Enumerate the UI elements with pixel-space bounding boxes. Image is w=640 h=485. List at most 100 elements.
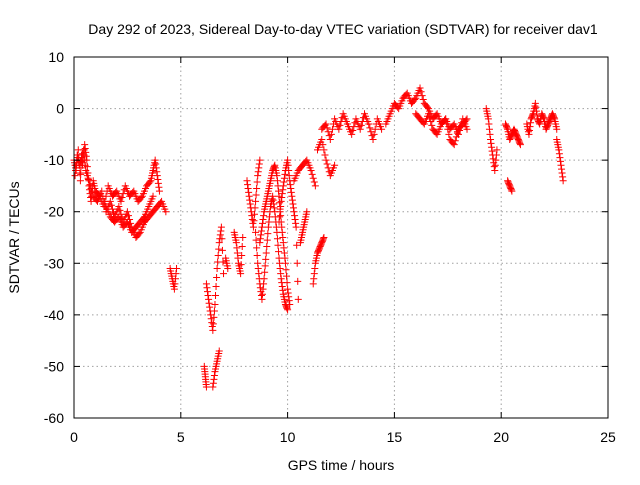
data-point — [492, 151, 500, 159]
data-point — [209, 383, 217, 391]
y-axis-label: SDTVAR / TECUs — [6, 181, 22, 293]
data-point — [278, 223, 286, 231]
y-tick-label: -50 — [44, 358, 64, 374]
data-point — [284, 289, 292, 297]
data-point — [86, 181, 94, 189]
data-point — [81, 141, 89, 149]
data-point — [154, 179, 162, 187]
data-point — [289, 204, 297, 212]
data-point — [253, 185, 261, 193]
data-point — [270, 163, 278, 171]
data-point — [264, 230, 272, 238]
data-point — [558, 169, 566, 177]
data-point — [76, 157, 84, 165]
data-point — [237, 261, 245, 269]
y-tick-label: -20 — [44, 204, 64, 220]
data-point — [280, 174, 288, 182]
data-point — [155, 183, 163, 191]
data-point — [485, 120, 493, 128]
data-point — [269, 196, 277, 204]
x-tick-label: 10 — [280, 429, 296, 445]
data-point — [280, 178, 288, 186]
data-point — [76, 177, 84, 185]
data-point — [72, 166, 80, 174]
data-point — [151, 156, 159, 164]
data-point — [327, 130, 335, 138]
data-point — [532, 107, 540, 115]
data-point — [262, 249, 270, 257]
data-point — [203, 284, 211, 292]
data-point — [233, 244, 241, 252]
data-point — [244, 181, 252, 189]
x-tick-label: 20 — [493, 429, 509, 445]
data-point — [260, 275, 268, 283]
data-point — [210, 371, 218, 379]
data-point — [250, 217, 258, 225]
data-point — [283, 279, 291, 287]
data-point — [550, 114, 558, 122]
data-point — [276, 199, 284, 207]
data-point — [493, 146, 501, 154]
data-point — [270, 204, 278, 212]
data-point — [276, 264, 284, 272]
data-point — [279, 182, 287, 190]
data-point — [320, 146, 328, 154]
data-point — [124, 212, 132, 220]
data-point — [293, 241, 301, 249]
data-point — [516, 141, 524, 149]
data-point — [139, 214, 147, 222]
data-point — [248, 215, 256, 223]
data-point — [487, 139, 495, 147]
data-point — [215, 347, 223, 355]
data-point — [288, 196, 296, 204]
data-point — [282, 266, 290, 274]
data-point — [310, 178, 318, 186]
data-point — [281, 259, 289, 267]
data-point — [213, 264, 221, 272]
data-point — [80, 151, 88, 159]
data-point — [289, 200, 297, 208]
data-point — [463, 125, 471, 133]
data-point — [258, 295, 266, 303]
x-tick-label: 25 — [600, 429, 616, 445]
plot-frame — [73, 56, 609, 419]
data-point — [246, 196, 254, 204]
data-point — [254, 168, 262, 176]
data-point — [320, 234, 328, 241]
data-point — [525, 130, 533, 138]
data-point — [492, 156, 500, 164]
data-point — [323, 160, 331, 168]
data-point — [107, 201, 115, 209]
data-point — [441, 116, 449, 124]
data-point — [291, 212, 299, 220]
data-point — [238, 252, 246, 260]
data-point — [275, 248, 283, 256]
data-point — [152, 160, 160, 168]
data-point — [507, 186, 515, 194]
data-point — [443, 120, 451, 128]
data-point — [98, 187, 106, 195]
y-tick-label: 10 — [48, 49, 64, 65]
data-point — [277, 212, 285, 220]
data-point — [252, 191, 260, 199]
data-point — [81, 156, 89, 164]
data-point — [491, 166, 499, 174]
data-point — [217, 227, 225, 235]
data-points — [70, 84, 567, 391]
data-point — [245, 192, 253, 200]
data-point — [246, 200, 254, 208]
data-point — [335, 125, 343, 133]
data-point — [252, 197, 260, 205]
data-point — [280, 249, 288, 257]
data-point — [237, 270, 245, 278]
data-point — [310, 270, 318, 278]
data-point — [516, 139, 524, 147]
data-point — [281, 254, 289, 262]
data-point — [311, 182, 319, 190]
data-point — [238, 243, 246, 251]
data-point — [284, 156, 292, 164]
data-point — [205, 299, 213, 307]
x-axis-label: GPS time / hours — [288, 457, 395, 473]
y-tick-label: -60 — [44, 410, 64, 426]
data-point — [323, 124, 331, 132]
